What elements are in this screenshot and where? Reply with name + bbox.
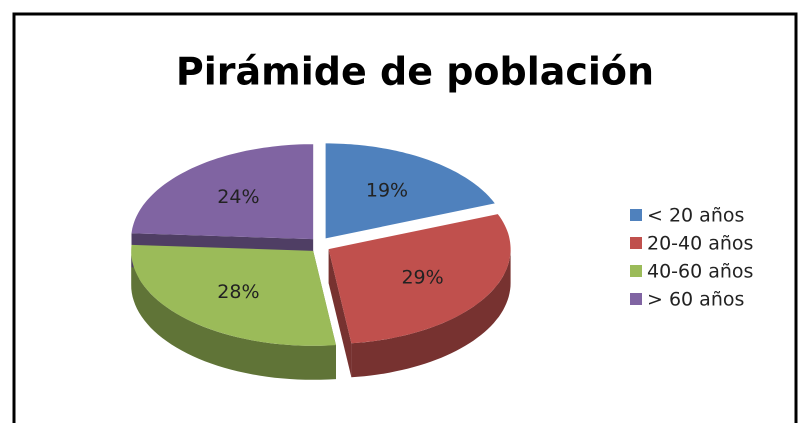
legend-label: < 20 años bbox=[647, 205, 744, 227]
slice bbox=[131, 144, 314, 240]
slice bbox=[328, 214, 511, 344]
chart-title: Pirámide de población bbox=[176, 50, 654, 94]
legend-swatch bbox=[630, 293, 642, 305]
slice bbox=[325, 143, 495, 239]
slice-side bbox=[351, 249, 511, 378]
legend-label: 20-40 años bbox=[647, 233, 753, 255]
data-label: 29% bbox=[401, 267, 443, 289]
legend-swatch bbox=[630, 265, 642, 277]
data-label: 24% bbox=[217, 186, 259, 208]
slice-face bbox=[328, 249, 352, 378]
legend-label: > 60 años bbox=[647, 289, 744, 311]
slice bbox=[131, 244, 336, 346]
legend-label: 40-60 años bbox=[647, 261, 753, 283]
slice-side bbox=[131, 250, 336, 380]
legend-swatch bbox=[630, 237, 642, 249]
data-label: 19% bbox=[366, 180, 408, 202]
legend-swatch bbox=[630, 209, 642, 221]
data-label: 28% bbox=[217, 281, 259, 303]
